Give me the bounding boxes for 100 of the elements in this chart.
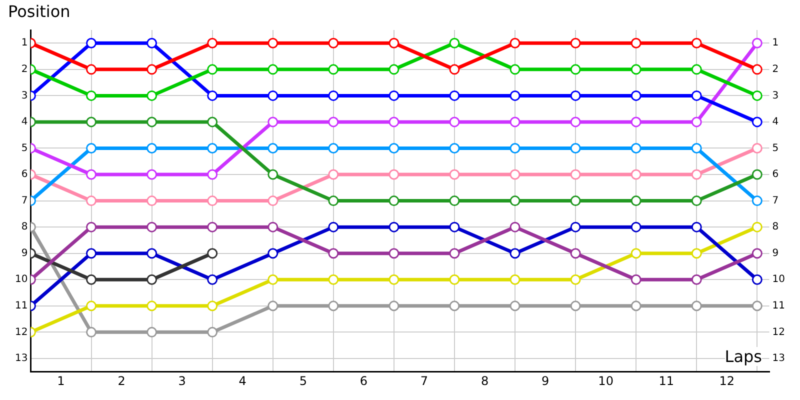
point — [449, 248, 460, 259]
point — [449, 169, 460, 180]
point — [691, 222, 702, 232]
point — [570, 64, 581, 75]
y2-tick-label: 3 — [772, 90, 779, 102]
point — [388, 274, 400, 285]
y-tick-label: 9 — [21, 248, 28, 259]
point — [268, 64, 278, 75]
point — [328, 196, 339, 206]
y-axis-title: Position — [8, 2, 70, 21]
x-tick-label: 1 — [57, 374, 65, 388]
y-tick-label: 10 — [14, 274, 28, 286]
point — [86, 300, 97, 312]
point — [268, 169, 278, 180]
point — [570, 274, 581, 285]
point — [207, 38, 218, 48]
point — [328, 64, 339, 75]
point — [268, 38, 278, 48]
point — [388, 300, 400, 312]
point — [328, 248, 339, 259]
point — [146, 196, 158, 206]
y-tick-label: 8 — [21, 222, 28, 233]
point — [510, 38, 520, 48]
y2-tick-label: 12 — [772, 326, 786, 338]
point — [570, 222, 581, 232]
point — [691, 196, 702, 206]
point — [268, 222, 278, 232]
point — [510, 90, 520, 101]
point — [86, 248, 97, 259]
point — [207, 142, 218, 154]
point — [146, 300, 158, 312]
point — [630, 196, 642, 206]
point — [328, 274, 339, 285]
point — [449, 38, 460, 48]
point — [449, 116, 460, 128]
x-axis-title: Laps — [724, 347, 762, 366]
point — [630, 38, 642, 48]
point — [207, 326, 218, 338]
point — [146, 222, 158, 232]
point — [752, 300, 762, 312]
point — [328, 222, 339, 232]
y2-tick-label: 1 — [772, 38, 779, 49]
x-tick-label: 4 — [238, 374, 246, 388]
y-tick-label: 12 — [14, 326, 28, 338]
y2-tick-label: 11 — [772, 300, 786, 312]
point — [752, 116, 762, 128]
point — [146, 38, 158, 48]
point — [752, 196, 762, 206]
point — [207, 116, 218, 128]
x-tick-label: 5 — [299, 374, 307, 388]
point — [146, 142, 158, 154]
point — [388, 142, 400, 154]
point — [388, 90, 400, 101]
y2-tick-label: 4 — [772, 116, 779, 128]
point — [630, 274, 642, 285]
point — [449, 196, 460, 206]
point — [86, 222, 97, 232]
point — [510, 248, 520, 259]
point — [691, 169, 702, 180]
y-tick-label: 4 — [21, 116, 28, 128]
point — [691, 90, 702, 101]
point — [388, 196, 400, 206]
point — [207, 64, 218, 75]
point — [691, 64, 702, 75]
point — [146, 326, 158, 338]
point — [146, 169, 158, 180]
point — [570, 142, 581, 154]
point — [570, 196, 581, 206]
point — [510, 222, 520, 232]
point — [691, 38, 702, 48]
y2-tick-label: 7 — [772, 195, 779, 206]
point — [86, 326, 97, 338]
point — [570, 38, 581, 48]
point — [146, 90, 158, 101]
point — [388, 38, 400, 48]
point — [146, 116, 158, 128]
point — [207, 196, 218, 206]
point — [268, 196, 278, 206]
point — [752, 90, 762, 101]
point — [510, 169, 520, 180]
point — [570, 169, 581, 180]
point — [752, 222, 762, 232]
point — [630, 169, 642, 180]
point — [752, 169, 762, 180]
point — [388, 169, 400, 180]
point — [328, 169, 339, 180]
point — [570, 116, 581, 128]
point — [86, 64, 97, 75]
y-tick-label: 11 — [14, 300, 28, 312]
point — [449, 64, 460, 75]
y-tick-label: 2 — [21, 64, 28, 76]
y-tick-label: 3 — [21, 90, 28, 102]
point — [268, 142, 278, 154]
y-tick-label: 5 — [21, 142, 28, 154]
point — [691, 116, 702, 128]
point — [510, 196, 520, 206]
point — [328, 142, 339, 154]
point — [207, 300, 218, 312]
point — [691, 248, 702, 259]
point — [570, 90, 581, 101]
